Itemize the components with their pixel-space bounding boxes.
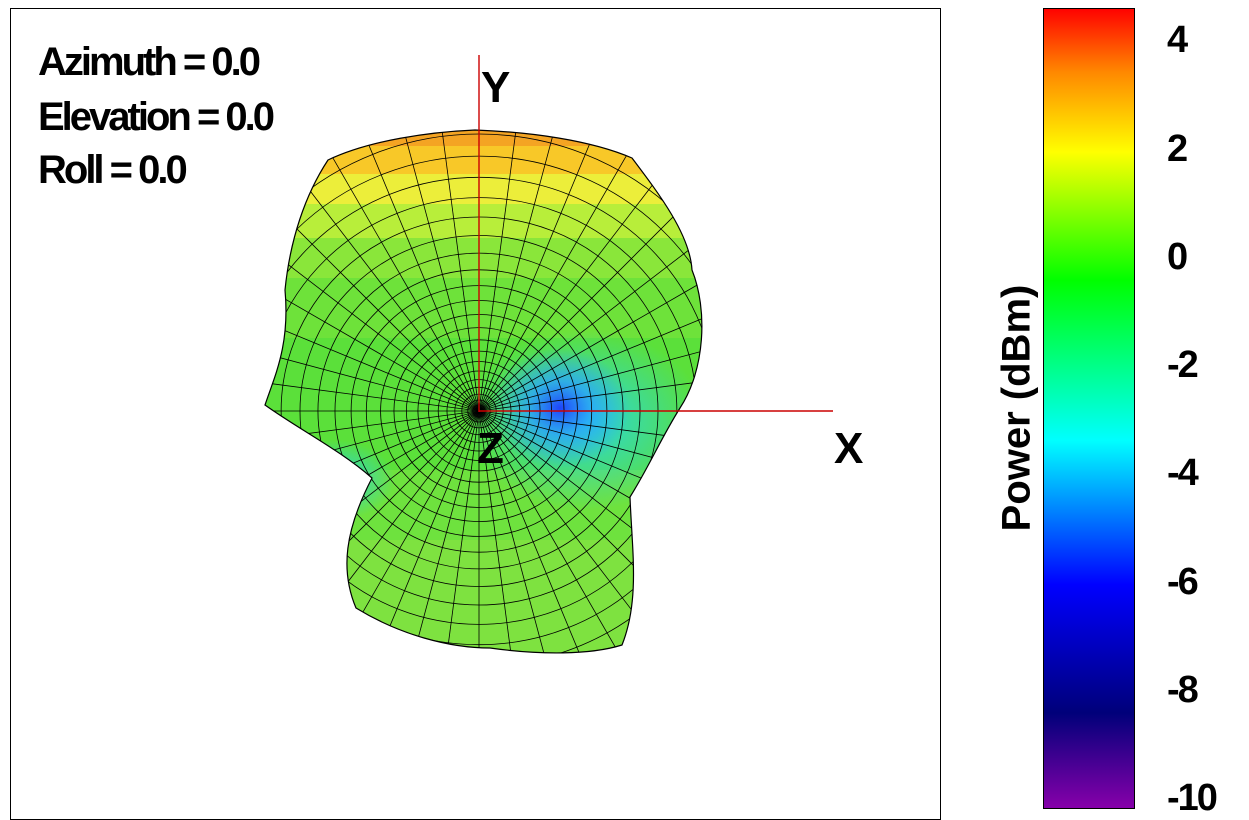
colorbar-frame <box>1043 8 1135 809</box>
azimuth-label: Azimuth = 0.0 <box>38 40 261 84</box>
colorbar-tick-label: 0 <box>1167 235 1188 278</box>
roll-label: Roll = 0.0 <box>38 148 188 192</box>
elevation-label: Elevation = 0.0 <box>38 95 275 139</box>
colorbar-tick-label: 4 <box>1167 19 1188 62</box>
head-outline <box>264 129 703 654</box>
colorbar-tick-label: 2 <box>1167 127 1188 170</box>
colorbar-gradient <box>1043 8 1135 809</box>
colorbar-tick-label: -8 <box>1167 668 1199 711</box>
y-axis-label: Y <box>481 63 511 112</box>
colorbar-tick-label: -4 <box>1167 452 1199 495</box>
colorbar-title: Power (dBm) <box>994 284 1039 532</box>
colorbar-tick-label: -2 <box>1167 344 1199 387</box>
colorbar-tick-label: -6 <box>1167 560 1199 603</box>
x-axis-label: X <box>834 424 864 473</box>
z-axis-label: Z <box>477 424 504 473</box>
colorbar-tick-label: -10 <box>1167 777 1218 820</box>
